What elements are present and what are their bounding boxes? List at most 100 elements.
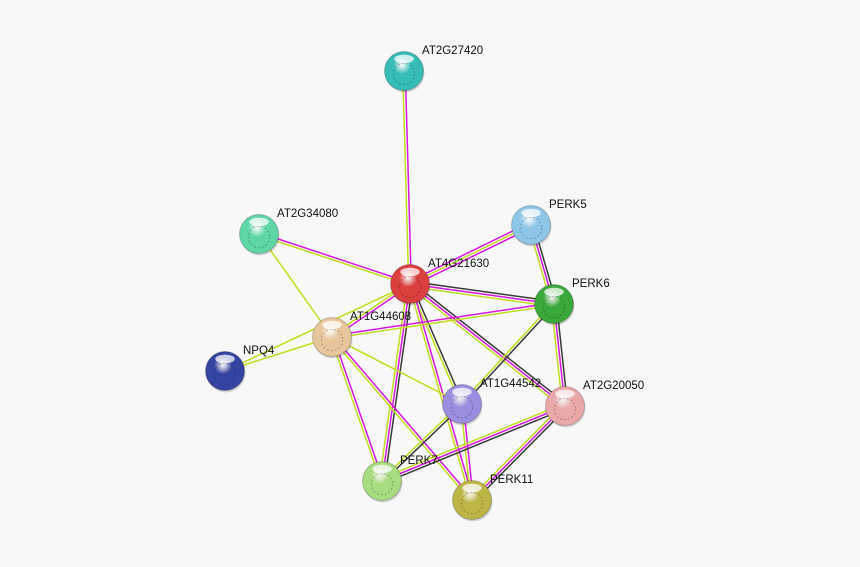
edge-AT2G27420-AT4G21630[interactable] <box>401 70 413 285</box>
edge-AT2G20050-PERK7[interactable] <box>380 402 567 485</box>
node-label: PERK11 <box>490 474 533 486</box>
edge-AT2G34080-AT1G44608[interactable] <box>258 233 333 338</box>
node-highlight <box>400 267 420 277</box>
node-AT2G27420[interactable]: AT2G27420 <box>384 45 484 93</box>
node-label: AT2G27420 <box>422 45 483 57</box>
node-AT2G34080[interactable]: AT2G34080 <box>239 208 339 256</box>
protein-structure-icon <box>370 472 394 496</box>
node-highlight <box>249 217 269 227</box>
edge-evidence-black <box>462 304 556 406</box>
node-PERK7[interactable]: PERK7 <box>362 455 438 503</box>
node-label: AT2G20050 <box>583 380 644 392</box>
edge-evidence-yellow <box>378 283 409 481</box>
node-label: AT1G44542 <box>480 378 541 390</box>
edge-evidence-magenta <box>259 232 411 284</box>
node-sphere[interactable] <box>239 214 279 254</box>
edge-evidence-magenta <box>409 283 566 407</box>
edge-PERK6-AT1G44542[interactable] <box>460 302 556 406</box>
node-label: AT1G44608 <box>350 311 411 323</box>
edge-evidence-black <box>382 407 567 485</box>
protein-structure-icon <box>213 362 237 386</box>
protein-structure-icon <box>320 328 344 352</box>
edge-evidence-magenta <box>410 283 474 500</box>
node-label: PERK6 <box>572 278 610 290</box>
node-PERK11[interactable]: PERK11 <box>452 474 534 522</box>
edge-evidence-magenta <box>410 226 533 288</box>
edge-AT4G21630-PERK6[interactable] <box>409 280 555 308</box>
node-sphere[interactable] <box>534 284 574 324</box>
node-highlight <box>215 354 235 364</box>
protein-structure-icon <box>553 397 577 421</box>
node-highlight <box>555 389 575 399</box>
node-AT1G44608[interactable]: AT1G44608 <box>312 311 412 359</box>
node-NPQ4[interactable]: NPQ4 <box>205 345 275 393</box>
protein-structure-icon <box>392 62 416 86</box>
node-sphere[interactable] <box>390 264 430 304</box>
node-label: AT2G34080 <box>277 208 338 220</box>
edge-evidence-black <box>410 280 555 303</box>
protein-structure-icon <box>398 275 422 299</box>
protein-structure-icon <box>460 491 484 515</box>
protein-structure-icon <box>247 225 271 249</box>
edge-evidence-yellow <box>469 403 564 499</box>
edge-evidence-magenta <box>409 283 555 305</box>
edge-evidence-magenta <box>381 405 566 482</box>
edge-evidence-yellow <box>258 233 333 338</box>
node-label: PERK7 <box>400 455 438 467</box>
edge-evidence-yellow <box>407 285 564 409</box>
edge-AT1G44608-PERK7[interactable] <box>330 336 384 482</box>
edge-AT1G44608-PERK6[interactable] <box>331 301 555 340</box>
edge-AT4G21630-PERK7[interactable] <box>378 283 414 482</box>
node-sphere[interactable] <box>511 205 551 245</box>
node-highlight <box>452 387 472 397</box>
node-AT4G21630[interactable]: AT4G21630 <box>390 258 490 306</box>
node-highlight <box>462 483 482 493</box>
protein-structure-icon <box>519 216 543 240</box>
edge-evidence-magenta <box>408 221 531 283</box>
node-highlight <box>322 320 342 330</box>
edge-evidence-black <box>473 407 568 503</box>
node-sphere[interactable] <box>442 384 482 424</box>
edge-evidence-yellow <box>330 337 382 482</box>
nodes-layer: AT2G27420 AT2G34080 PERK5 AT4G21630 PERK6 AT1… <box>205 45 645 522</box>
edge-evidence-yellow <box>460 302 554 404</box>
node-sphere[interactable] <box>452 480 492 520</box>
edge-AT1G44608-AT1G44542[interactable] <box>331 336 463 405</box>
node-AT1G44542[interactable]: AT1G44542 <box>442 378 542 426</box>
node-label: PERK5 <box>549 199 587 211</box>
node-highlight <box>521 208 541 218</box>
edge-evidence-yellow <box>409 285 554 308</box>
edge-PERK5-AT4G21630[interactable] <box>408 221 533 288</box>
edge-evidence-magenta <box>331 301 554 337</box>
edge-evidence-magenta <box>381 283 411 482</box>
edge-AT2G34080-AT4G21630[interactable] <box>258 232 411 286</box>
node-highlight <box>394 54 414 64</box>
edge-evidence-yellow <box>331 336 463 405</box>
node-sphere[interactable] <box>205 351 245 391</box>
edge-evidence-yellow <box>380 402 565 480</box>
edge-evidence-yellow <box>330 337 472 502</box>
node-highlight <box>372 464 392 474</box>
edge-evidence-magenta <box>332 335 474 500</box>
node-sphere[interactable] <box>312 317 352 357</box>
node-label: NPQ4 <box>243 345 275 357</box>
edge-AT2G20050-PERK11[interactable] <box>469 403 568 503</box>
edge-AT1G44608-PERK11[interactable] <box>330 335 474 502</box>
edge-evidence-black <box>411 281 568 405</box>
edge-evidence-magenta <box>332 336 384 481</box>
node-PERK5[interactable]: PERK5 <box>511 199 587 247</box>
node-AT2G20050[interactable]: AT2G20050 <box>545 380 645 428</box>
node-sphere[interactable] <box>384 51 424 91</box>
edge-evidence-yellow <box>409 224 532 285</box>
node-sphere[interactable] <box>545 386 585 426</box>
edge-evidence-yellow <box>401 71 410 285</box>
edge-evidence-black <box>383 284 414 482</box>
node-sphere[interactable] <box>362 461 402 501</box>
edge-evidence-magenta <box>471 405 566 501</box>
protein-structure-icon <box>450 395 474 419</box>
protein-structure-icon <box>542 295 566 319</box>
edge-AT4G21630-AT2G20050[interactable] <box>407 281 568 409</box>
node-PERK6[interactable]: PERK6 <box>534 278 610 326</box>
